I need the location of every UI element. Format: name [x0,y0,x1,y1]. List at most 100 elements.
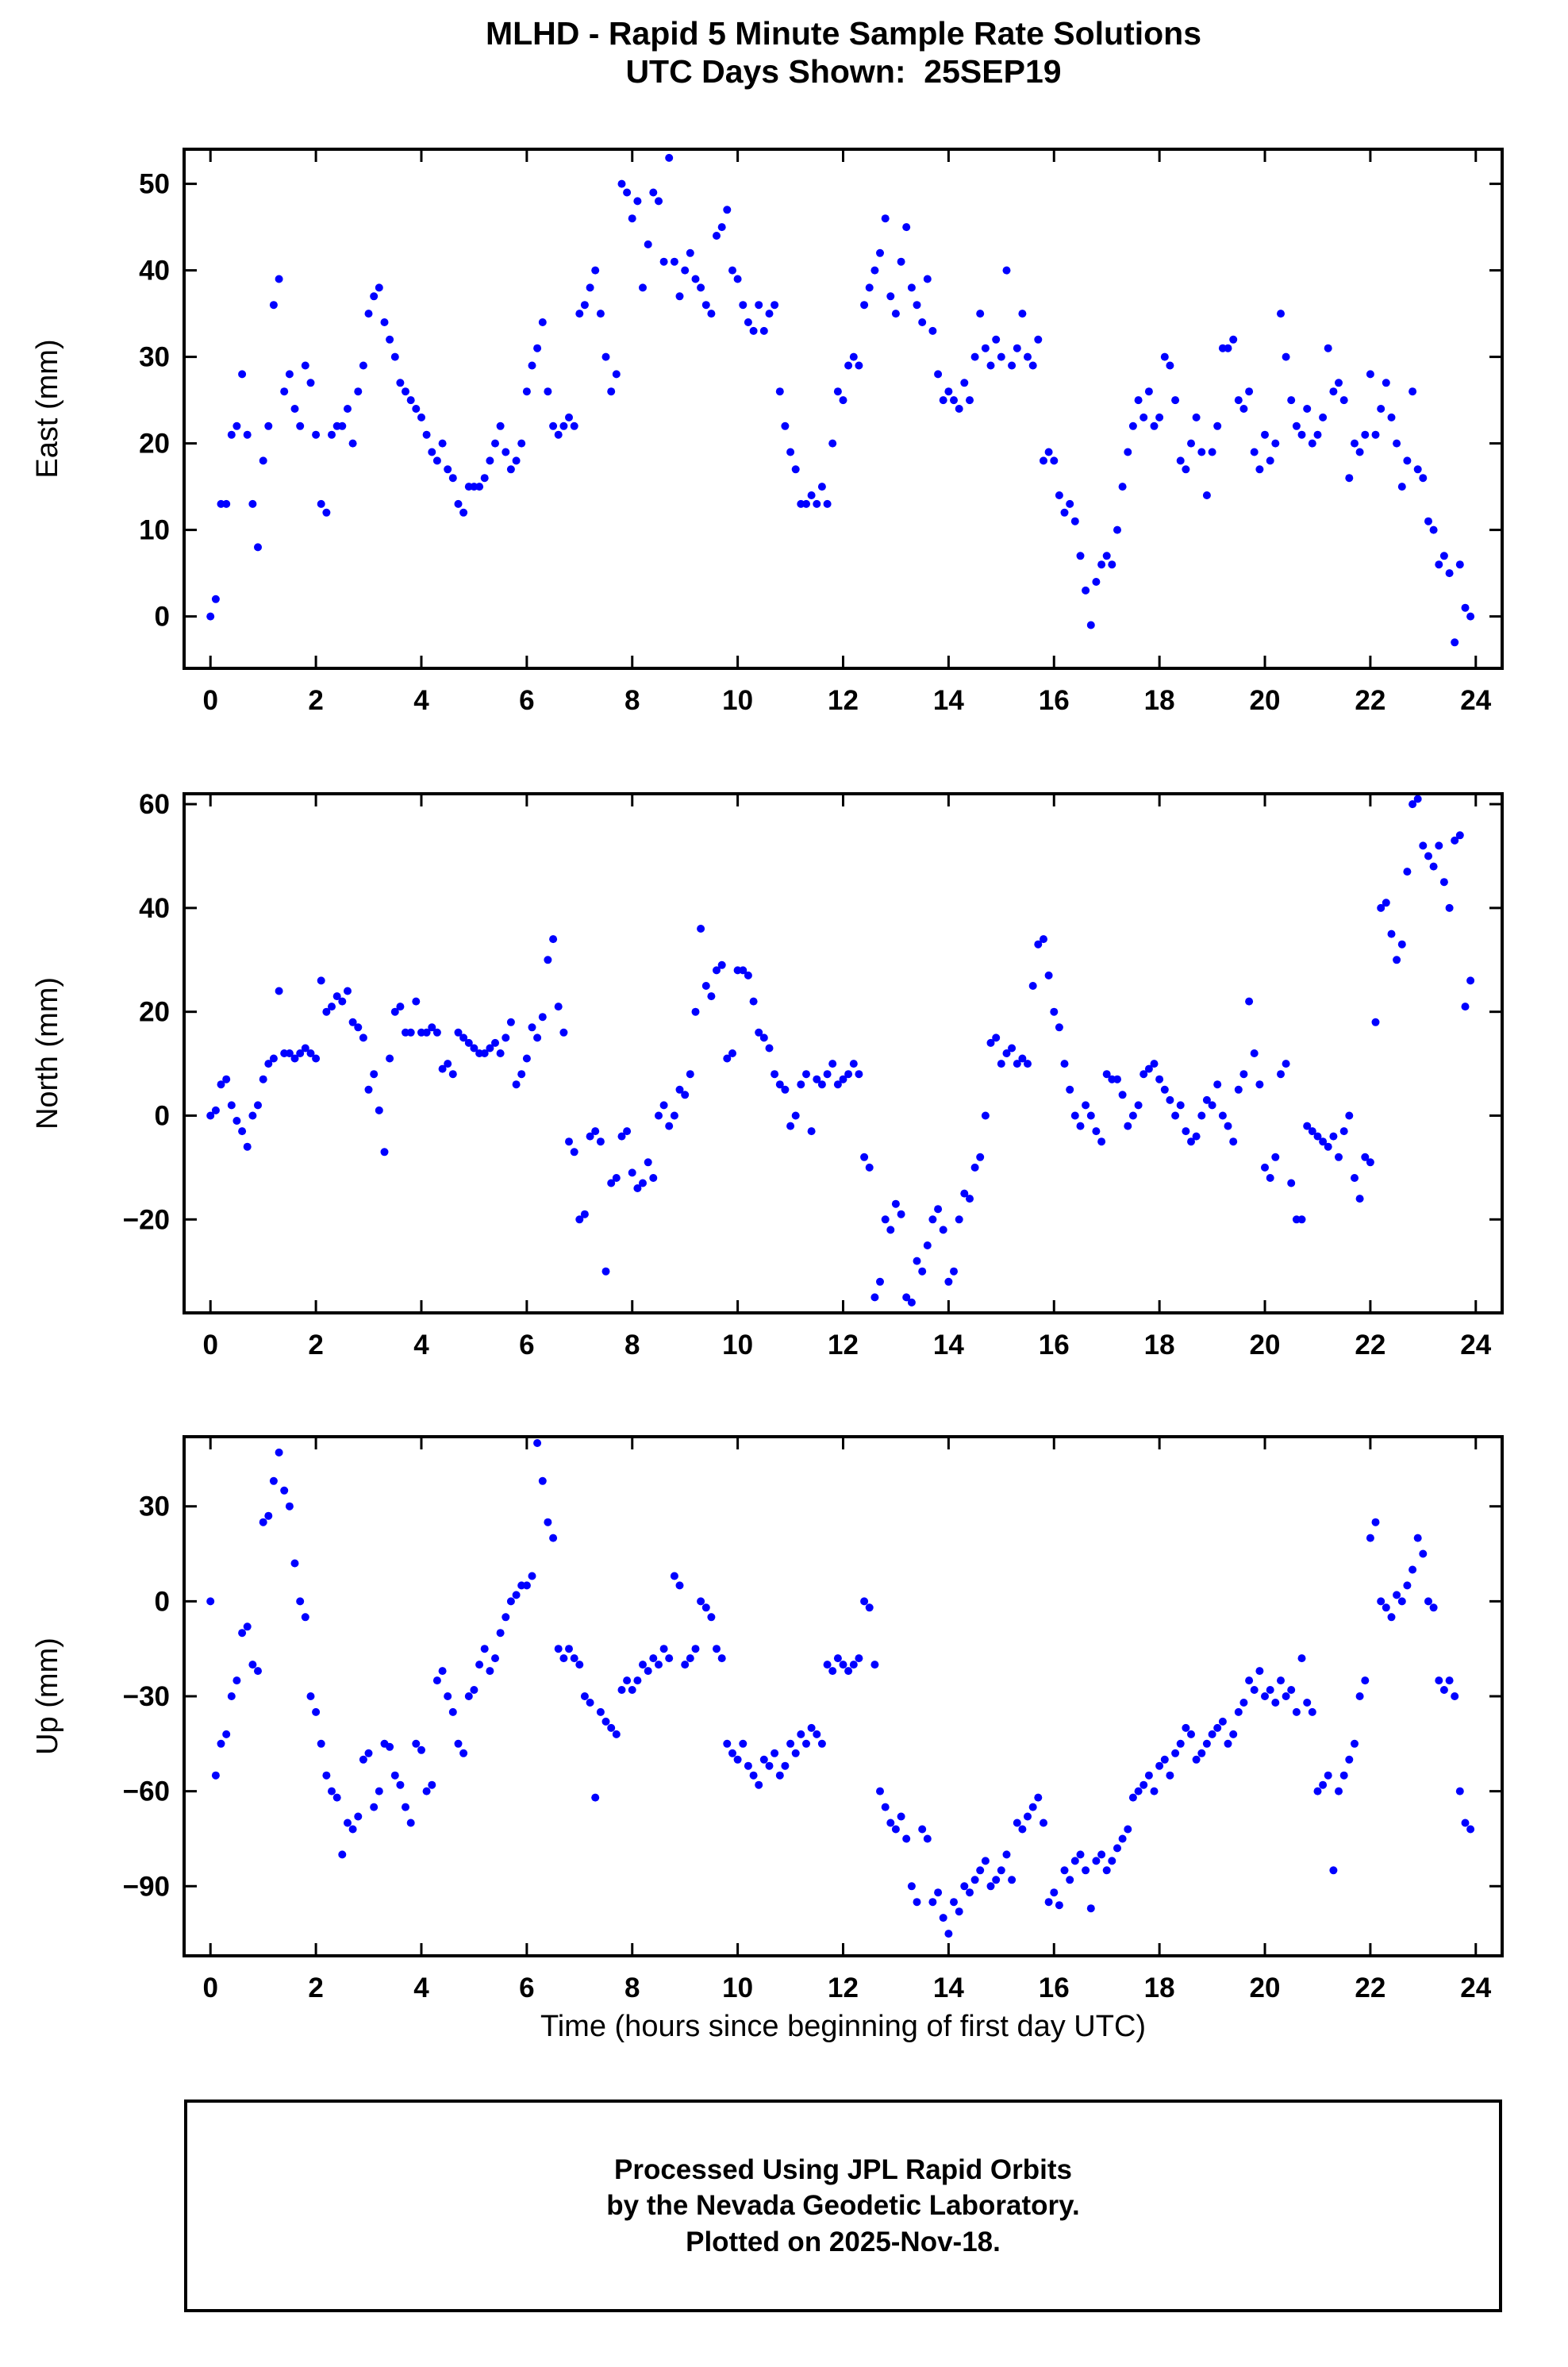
x-tick-label: 12 [828,1972,859,2003]
data-point [328,1003,336,1011]
data-point [1277,310,1285,318]
data-point [570,421,578,430]
data-point [1403,1581,1412,1590]
data-point [1024,1060,1032,1068]
data-point [918,1267,927,1276]
data-point [960,1882,969,1891]
footer-line-3: Plotted on 2025-Nov-18. [686,2226,1001,2257]
data-point [275,275,283,283]
data-point [639,283,647,292]
x-tick-label: 10 [722,1972,753,2003]
footer-line-2: by the Nevada Geodetic Laboratory. [606,2190,1080,2222]
data-point [639,1179,647,1187]
data-point [359,361,367,370]
data-point [1351,439,1359,448]
data-point [1445,1676,1454,1685]
data-point [786,1739,795,1748]
data-point [960,379,969,387]
data-point [406,1028,415,1037]
data-point [865,283,874,292]
data-point [480,474,489,483]
data-point [855,1654,863,1663]
y-tick-label: 0 [155,1100,170,1131]
x-tick-label: 10 [722,685,753,716]
data-point [701,982,710,990]
data-point [886,1226,895,1234]
data-point [1113,525,1121,534]
x-tick-label: 0 [202,685,217,716]
data-point [1439,552,1448,560]
data-point [332,992,341,1001]
data-point [1213,1723,1222,1732]
data-point [1182,465,1190,474]
data-point [422,1787,431,1795]
data-point [1108,560,1116,569]
data-point [222,499,231,508]
data-point [670,1111,678,1120]
data-point [522,387,531,396]
data-point [1197,1111,1206,1120]
data-point [1439,878,1448,887]
data-point [1002,266,1011,275]
data-point [1435,560,1443,569]
data-point [697,283,705,292]
data-point [586,1699,594,1707]
data-point [860,1597,869,1606]
x-tick-label: 16 [1039,1972,1070,2003]
data-point [981,1111,990,1120]
data-point [386,335,394,344]
data-point [865,1163,874,1172]
data-point [1060,508,1069,517]
data-point [496,421,505,430]
data-point [522,1054,531,1063]
data-point [649,1174,658,1182]
data-point [243,430,252,439]
chart-subtitle: UTC Days Shown: 25SEP19 [625,53,1062,90]
data-point [370,292,379,301]
data-point [570,1148,578,1157]
data-point [1377,1597,1385,1606]
data-point [238,370,247,379]
data-point [1008,361,1017,370]
x-tick-label: 10 [722,1330,753,1361]
data-point [233,1117,241,1125]
data-point [707,992,716,1001]
data-point [1128,1111,1137,1120]
data-point [1060,1866,1069,1875]
data-point [586,283,594,292]
data-point [269,1054,278,1063]
data-point [1229,1730,1238,1738]
data-point [1287,1179,1296,1187]
data-point [955,1215,963,1224]
data-point [659,257,668,266]
x-axis-label: Time (hours since beginning of first day… [540,2010,1147,2043]
data-point [644,240,652,248]
data-point [354,387,363,396]
data-point [1124,1825,1132,1834]
data-point [586,1132,594,1141]
data-point [675,292,684,301]
data-point [739,966,747,975]
data-point [1371,1518,1380,1526]
data-point [1429,525,1438,534]
data-point [849,1661,858,1669]
data-point [248,1111,257,1120]
data-point [396,1003,405,1011]
data-point [1213,421,1222,430]
data-point [1403,868,1412,876]
data-point [1040,1819,1047,1827]
data-point [992,1033,1001,1042]
data-point [1155,1761,1164,1770]
data-point [1466,1825,1475,1834]
data-point [775,1080,784,1089]
data-point [285,1049,294,1057]
data-point [1397,483,1406,491]
data-point [1124,448,1132,456]
data-point [1339,1771,1348,1780]
data-point [1308,439,1316,448]
data-point [733,275,742,283]
x-tick-label: 6 [519,1972,534,2003]
data-point [886,292,895,301]
data-point [1055,491,1063,499]
data-point [807,1127,816,1136]
